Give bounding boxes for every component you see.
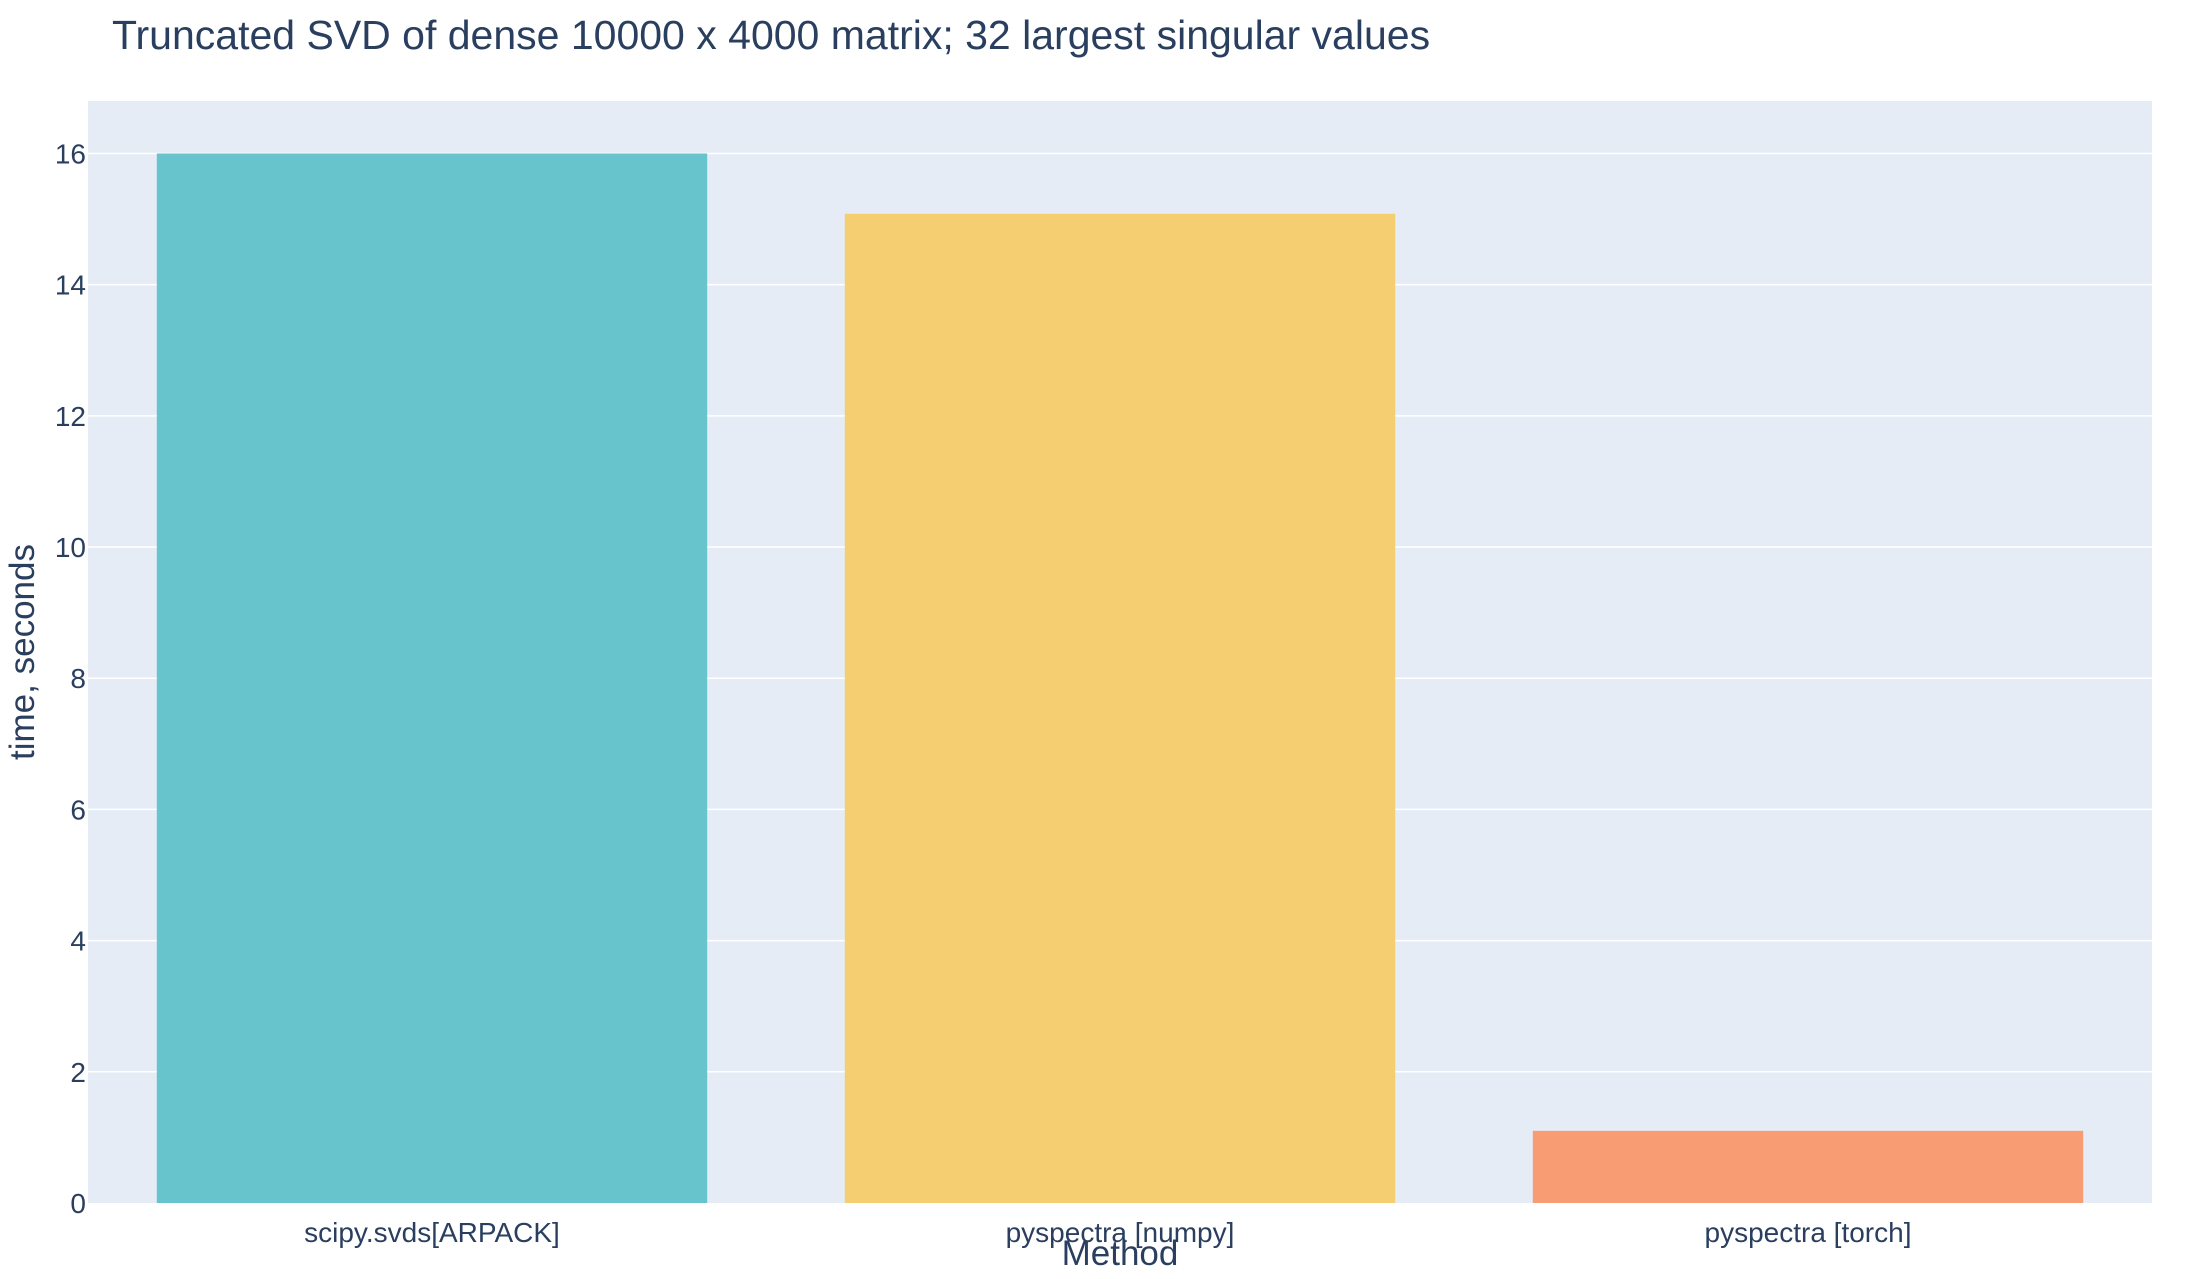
x-axis-ticks: scipy.svds[ARPACK] pyspectra [numpy] pyspe… [304,1217,1911,1248]
y-tick-label: 4 [70,926,86,957]
x-tick-label: pyspectra [torch] [1705,1217,1912,1248]
y-tick-label: 14 [55,270,86,301]
y-tick-label: 0 [70,1188,86,1219]
y-tick-label: 16 [55,138,86,169]
y-tick-label: 2 [70,1057,86,1088]
y-tick-label: 10 [55,532,86,563]
bar-0 [156,153,708,1203]
bar-1 [844,213,1396,1204]
y-axis-title: time, seconds [3,544,42,760]
bars [156,153,2084,1204]
x-tick-label: pyspectra [numpy] [1006,1217,1235,1248]
y-axis-ticks: 0 2 4 6 8 10 12 14 16 [55,138,86,1219]
chart-title: Truncated SVD of dense 10000 x 4000 matr… [112,12,1430,58]
bar-2 [1532,1130,2084,1203]
y-tick-label: 12 [55,401,86,432]
x-axis-title: Method [1062,1234,1179,1273]
y-tick-label: 6 [70,794,86,825]
x-tick-label: scipy.svds[ARPACK] [304,1217,560,1248]
y-tick-label: 8 [70,663,86,694]
